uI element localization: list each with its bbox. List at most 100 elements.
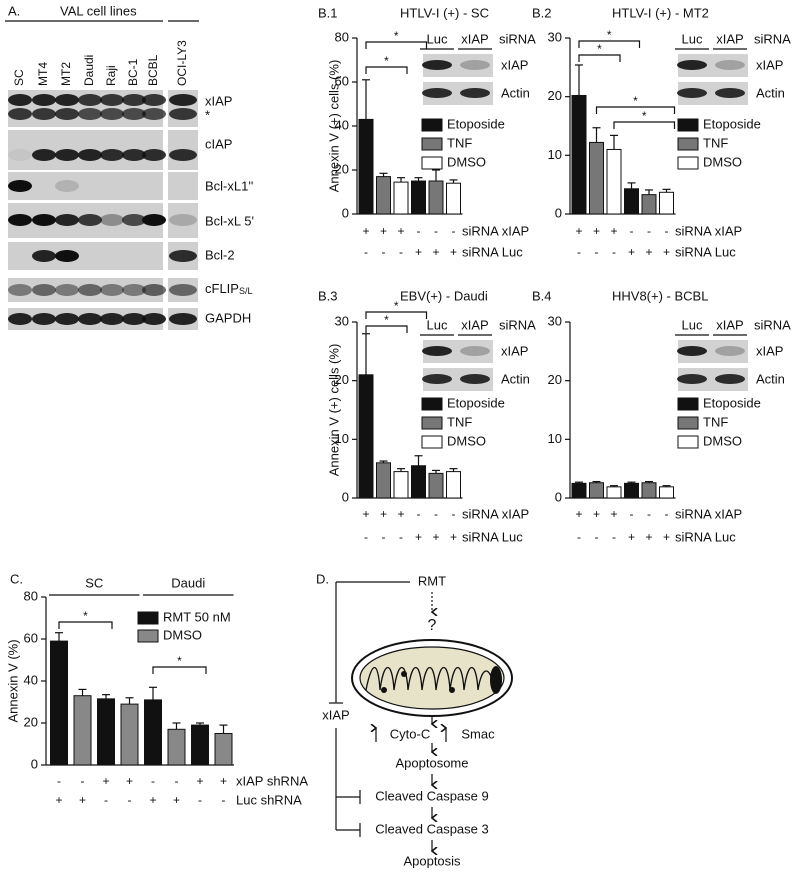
node: Cleaved Caspase 9: [375, 788, 488, 803]
band: [460, 88, 490, 98]
significance-star: *: [607, 28, 612, 42]
condition-mark: -: [434, 224, 438, 238]
panel-label: B.3: [318, 288, 338, 303]
group-label: SC: [85, 575, 103, 590]
condition-label: siRNA xIAP: [675, 223, 742, 238]
row-label: GAPDH: [205, 310, 251, 325]
condition-mark: -: [382, 530, 386, 544]
band: [142, 149, 166, 161]
band: [169, 149, 197, 161]
condition-mark: +: [432, 245, 439, 259]
condition-mark: -: [364, 530, 368, 544]
condition-mark: +: [362, 224, 369, 238]
condition-label: siRNA Luc: [675, 244, 736, 259]
bar: [358, 374, 374, 499]
inset-strip: [678, 82, 748, 105]
band: [122, 108, 146, 120]
legend-label: Etoposide: [703, 395, 761, 410]
condition-label: xIAP shRNA: [236, 773, 308, 788]
condition-mark: +: [415, 530, 422, 544]
mitochondrion-inner: [359, 646, 505, 710]
condition-mark: -: [577, 530, 581, 544]
y-tick-label: 30: [548, 313, 562, 328]
bar: [97, 698, 115, 766]
band: [55, 149, 79, 161]
legend-label: DMSO: [447, 154, 486, 169]
condition-mark: -: [647, 224, 651, 238]
band: [55, 180, 79, 192]
condition-mark: +: [380, 224, 387, 238]
bar: [446, 471, 461, 499]
significance-star: *: [177, 654, 182, 668]
condition-label: siRNA Luc: [462, 244, 523, 259]
significance-star: *: [642, 109, 647, 123]
condition-mark: +: [610, 224, 617, 238]
inset-band-label: xIAP: [756, 343, 783, 358]
blot-title: VAL cell lines: [60, 3, 137, 18]
y-tick-label: 10: [548, 147, 562, 162]
condition-mark: +: [663, 245, 670, 259]
condition-mark: +: [79, 793, 86, 807]
condition-mark: +: [397, 224, 404, 238]
inset-strip: [423, 82, 493, 105]
y-tick-label: 20: [335, 372, 349, 387]
condition-mark: -: [81, 774, 85, 788]
condition-mark: -: [364, 245, 368, 259]
bar: [606, 486, 622, 499]
condition-mark: -: [151, 774, 155, 788]
bar: [167, 728, 186, 766]
legend-label: TNF: [447, 135, 472, 150]
band: [8, 108, 32, 120]
legend-label: DMSO: [447, 433, 486, 448]
condition-label: siRNA xIAP: [675, 506, 742, 521]
significance-bracket: [578, 54, 621, 62]
condition-mark: -: [452, 224, 456, 238]
condition-label: siRNA Luc: [675, 529, 736, 544]
significance-bracket: [365, 325, 408, 333]
granule: [490, 666, 502, 694]
condition-mark: +: [575, 507, 582, 521]
band: [422, 60, 452, 70]
significance-star: *: [384, 313, 389, 327]
inset-band-label: xIAP: [501, 57, 528, 72]
condition-label: siRNA Luc: [462, 529, 523, 544]
bar: [411, 180, 426, 215]
band: [460, 374, 490, 384]
bar: [428, 472, 444, 499]
condition-mark: +: [450, 245, 457, 259]
bar: [659, 486, 674, 499]
band: [142, 214, 166, 226]
bar: [641, 482, 657, 499]
legend-swatch: [677, 435, 699, 449]
row-label: Bcl-xL1'': [205, 178, 253, 193]
condition-mark: +: [126, 774, 133, 788]
inset-strip: [423, 340, 493, 363]
inset-lane: xIAP: [716, 31, 743, 46]
condition-mark: -: [595, 245, 599, 259]
condition-mark: +: [628, 245, 635, 259]
band: [169, 214, 197, 226]
legend-swatch: [677, 118, 699, 132]
legend-label: TNF: [703, 135, 728, 150]
row-label: xIAP: [205, 93, 232, 108]
condition-mark: +: [196, 774, 203, 788]
legend-swatch: [421, 397, 443, 411]
condition-label: siRNA xIAP: [462, 223, 529, 238]
condition-mark: +: [220, 774, 227, 788]
condition-mark: +: [415, 245, 422, 259]
legend-swatch: [421, 416, 443, 430]
significance-bracket: [152, 666, 207, 674]
band: [169, 94, 197, 106]
inset-band-label: Actin: [501, 85, 530, 100]
condition-mark: -: [434, 507, 438, 521]
band: [8, 284, 32, 296]
blot-strip: [8, 172, 163, 200]
legend-label: Etoposide: [447, 395, 505, 410]
significance-star: *: [384, 54, 389, 68]
y-tick-label: 0: [555, 489, 562, 504]
inset-strip: [678, 54, 748, 77]
condition-mark: +: [593, 224, 600, 238]
bar: [393, 181, 409, 215]
band: [142, 108, 166, 120]
condition-mark: -: [399, 245, 403, 259]
